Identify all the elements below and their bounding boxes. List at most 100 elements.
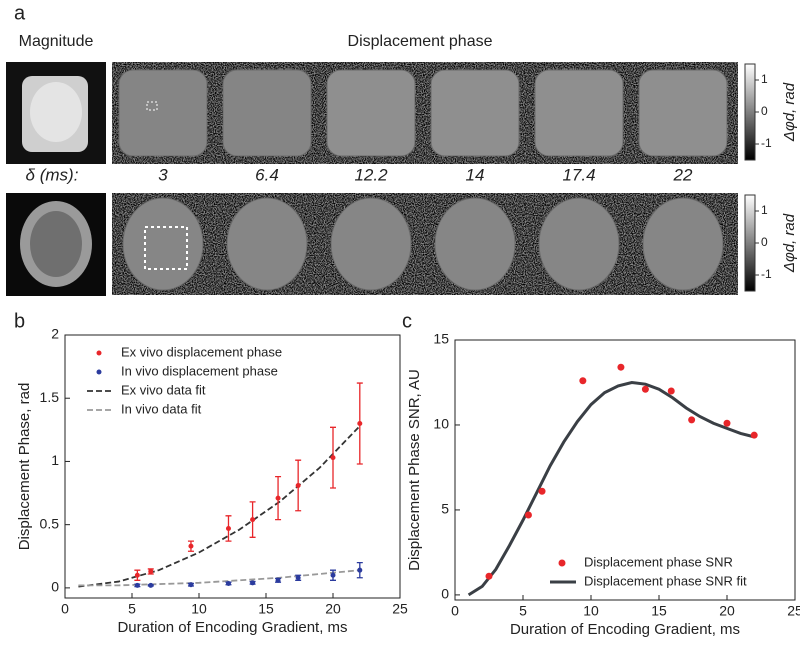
data-point [148, 582, 154, 588]
panel-label: c [402, 310, 412, 332]
noise [112, 193, 738, 295]
data-point [524, 511, 532, 519]
phase-images: 1 0 -1 Δφd, rad 1 0 -1 Δφd, rad [112, 62, 798, 295]
data-point [750, 431, 758, 439]
data-point [579, 377, 587, 385]
data-point [538, 487, 546, 495]
phase-object [222, 69, 312, 157]
y-axis-label: Displacement Phase, rad [16, 383, 33, 551]
y-tick-label: 10 [433, 416, 449, 432]
legend-label: Ex vivo data fit [121, 382, 206, 397]
x-tick-label: 10 [583, 603, 599, 619]
y-tick-label: 0 [51, 579, 59, 595]
plot-area [64, 334, 401, 599]
delta-value: 17.4 [562, 165, 595, 184]
phase-object [638, 69, 728, 157]
magnitude-images [6, 62, 106, 296]
y-tick-label: 15 [433, 331, 449, 347]
x-tick-label: 0 [451, 603, 459, 619]
delta-value: 22 [673, 165, 693, 184]
delta-value: 6.4 [255, 165, 279, 184]
roi [146, 101, 158, 111]
legend-marker [96, 369, 102, 375]
data-point [357, 421, 363, 427]
colorbar-tick-label: 1 [761, 72, 768, 86]
x-tick-label: 25 [392, 601, 408, 617]
x-tick-label: 15 [258, 601, 274, 617]
phase-object [226, 197, 308, 291]
data-point [667, 387, 675, 395]
data-point [295, 575, 301, 581]
phase-title: Displacement phase [348, 33, 493, 50]
fit-line [78, 425, 361, 588]
x-tick-label: 5 [519, 603, 527, 619]
x-tick-label: 5 [128, 601, 136, 617]
data-point [250, 580, 256, 586]
delta-value: 12.2 [354, 165, 388, 184]
data-point [225, 580, 231, 586]
magnitude-title: Magnitude [19, 33, 94, 50]
colorbar-tick-label: 1 [761, 203, 768, 217]
y-tick-label: 1.5 [40, 389, 60, 405]
y-tick-label: 0.5 [40, 515, 60, 531]
legend-label: Ex vivo displacement phase [121, 344, 282, 359]
y-axis-label: Displacement Phase SNR, AU [406, 369, 423, 571]
phase-object [434, 197, 516, 291]
colorbar-tick-label: 0 [761, 235, 768, 249]
colorbar-tick-label: -1 [761, 136, 772, 150]
legend-marker [96, 350, 102, 356]
x-axis-label: Duration of Encoding Gradient, ms [117, 619, 347, 636]
noise [112, 62, 738, 164]
fit-line [467, 380, 755, 597]
data-point [617, 363, 625, 371]
colorbar-tick-label: 0 [761, 104, 768, 118]
data-point [148, 568, 154, 574]
colorbar-tick-label: -1 [761, 267, 772, 281]
data-point [134, 582, 140, 588]
data-point [275, 495, 281, 501]
roi [144, 226, 188, 270]
colorbar-label: Δφd, rad [781, 82, 798, 142]
x-tick-label: 25 [787, 603, 800, 619]
data-point [295, 482, 301, 488]
phase-object [642, 197, 724, 291]
delta-value: 3 [158, 165, 168, 184]
y-tick-label: 0 [441, 586, 449, 602]
delta-label: δ (ms): [26, 165, 79, 184]
data-point [225, 525, 231, 531]
phase-object [534, 69, 624, 157]
phase-object [122, 197, 204, 291]
colorbar [744, 63, 756, 161]
y-tick-label: 2 [51, 326, 59, 342]
data-point [250, 517, 256, 523]
legend-label: Displacement phase SNR fit [584, 573, 747, 588]
data-point [485, 572, 493, 580]
x-tick-label: 10 [191, 601, 207, 617]
phase-object [326, 69, 416, 157]
legend-label: In vivo data fit [121, 401, 202, 416]
data-point [188, 543, 194, 549]
data-point [357, 567, 363, 573]
panel-label: a [14, 2, 26, 24]
data-point [688, 416, 696, 424]
x-tick-label: 0 [61, 601, 69, 617]
x-tick-label: 20 [325, 601, 341, 617]
colorbar [744, 194, 756, 292]
data-point [134, 572, 140, 578]
data-point [275, 577, 281, 583]
phase-object [538, 197, 620, 291]
delta-value: 14 [466, 165, 485, 184]
panel-label: b [14, 310, 25, 332]
y-tick-label: 5 [441, 501, 449, 517]
x-tick-label: 15 [651, 603, 667, 619]
data-point [641, 385, 649, 393]
data-point [330, 455, 336, 461]
y-tick-label: 1 [51, 452, 59, 468]
legend-label: In vivo displacement phase [121, 363, 278, 378]
data-point [188, 582, 194, 588]
plot-area [454, 339, 796, 601]
data-point [723, 419, 731, 427]
fit-line [78, 569, 360, 587]
phase-object [430, 69, 520, 157]
